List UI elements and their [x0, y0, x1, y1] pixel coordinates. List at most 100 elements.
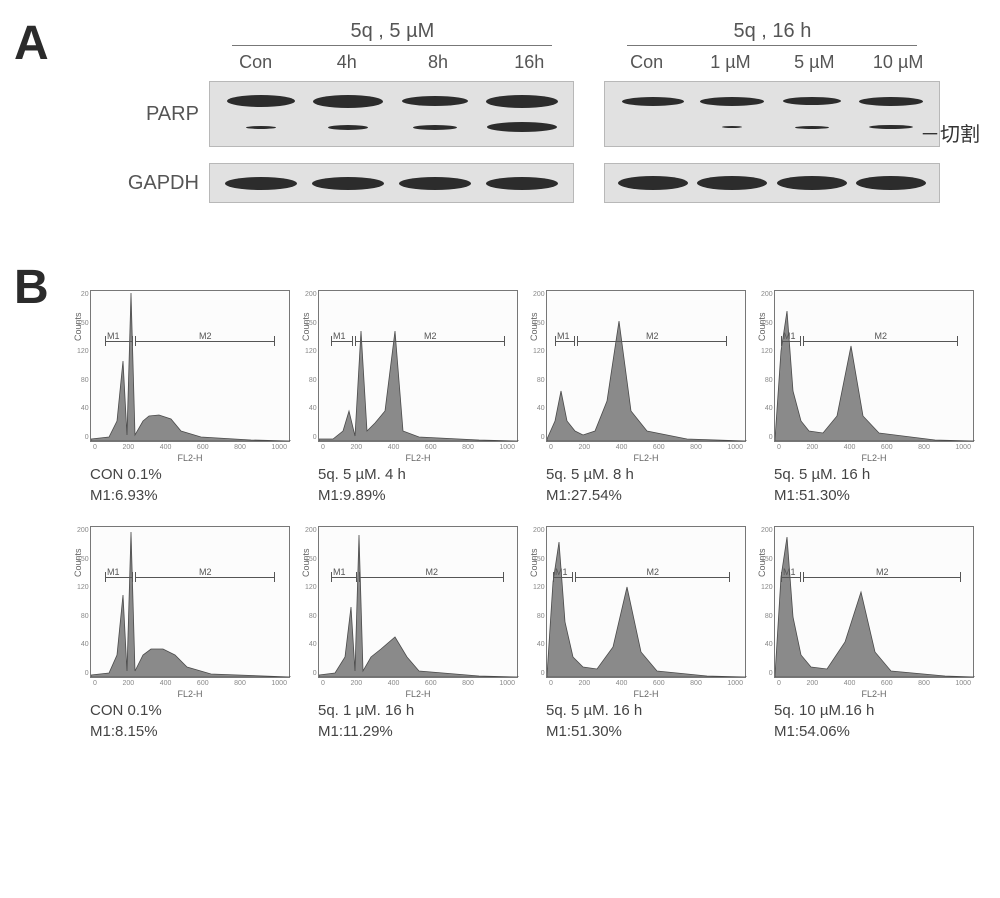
cond-right-1: 1 µM	[689, 52, 773, 73]
panel-b: M1 M2 Counts 2015012080400 0200400600800…	[90, 290, 970, 742]
flow-caption-line2: M1:54.06%	[774, 721, 974, 742]
m1-marker	[105, 577, 133, 578]
flow-caption-line1: 5q. 5 µM. 8 h	[546, 464, 746, 485]
header-right: 5q , 16 h	[733, 20, 811, 42]
cond-left-2: 8h	[392, 52, 483, 73]
panel-a: 5q , 5 µM 5q , 16 h Con 4h 8h 16h Con 1 …	[120, 20, 940, 203]
flow-yticks: 20015012080400	[533, 291, 545, 441]
flow-caption-line2: M1:6.93%	[90, 485, 290, 506]
flow-xticks: 02004006008001000	[91, 680, 289, 687]
flow-cell: M1 M2 Counts 20015012080400 020040060080…	[546, 290, 746, 506]
m1-marker	[781, 577, 801, 578]
flow-caption: 5q. 5 µM. 16 h M1:51.30%	[774, 464, 974, 506]
flow-caption: CON 0.1% M1:6.93%	[90, 464, 290, 506]
flow-caption-line2: M1:8.15%	[90, 721, 290, 742]
flow-row-1: M1 M2 Counts 2015012080400 0200400600800…	[90, 290, 970, 506]
m1-label: M1	[333, 331, 346, 341]
flow-xlabel: FL2-H	[319, 689, 517, 699]
m2-label: M2	[426, 567, 439, 577]
header-right-underline	[627, 45, 917, 46]
parp-full-left	[218, 88, 565, 114]
m1-label: M1	[783, 567, 796, 577]
gapdh-row: GAPDH	[120, 163, 940, 203]
flow-caption-line1: 5q. 5 µM. 4 h	[318, 464, 518, 485]
cond-left-0: Con	[210, 52, 301, 73]
flow-row-2: M1 M2 Counts 20015012080400 020040060080…	[90, 526, 970, 742]
cond-right-3: 10 µM	[856, 52, 940, 73]
flow-caption: CON 0.1% M1:8.15%	[90, 700, 290, 742]
flow-yticks: 20015012080400	[533, 527, 545, 677]
flow-xticks: 02004006008001000	[319, 444, 517, 451]
flow-caption-line2: M1:9.89%	[318, 485, 518, 506]
m2-label: M2	[876, 567, 889, 577]
m1-marker	[553, 577, 573, 578]
m2-marker	[575, 577, 730, 578]
flow-xticks: 02004006008001000	[91, 444, 289, 451]
parp-label: PARP	[120, 103, 209, 126]
flow-cell: M1 M2 Counts 20015012080400 020040060080…	[546, 526, 746, 742]
flow-xticks: 02004006008001000	[319, 680, 517, 687]
flow-yticks: 20015012080400	[77, 527, 89, 677]
m1-marker	[555, 341, 575, 342]
flow-caption-line1: CON 0.1%	[90, 700, 290, 721]
gapdh-label: GAPDH	[120, 172, 209, 195]
panel-a-letter: A	[14, 16, 49, 71]
flow-xlabel: FL2-H	[91, 453, 289, 463]
flow-caption: 5q. 10 µM.16 h M1:54.06%	[774, 700, 974, 742]
gapdh-right-lanes	[613, 170, 931, 196]
cond-left-3: 16h	[484, 52, 575, 73]
flow-plot: M1 M2 Counts 20015012080400 020040060080…	[318, 526, 518, 678]
flow-plot: M1 M2 Counts 20015012080400 020040060080…	[546, 290, 746, 442]
m1-marker	[105, 341, 133, 342]
flow-caption-line1: 5q. 10 µM.16 h	[774, 700, 974, 721]
cond-left-1: 4h	[301, 52, 392, 73]
flow-plot: M1 M2 Counts 2015012080400 0200400600800…	[90, 290, 290, 442]
flow-yticks: 20015012080400	[761, 291, 773, 441]
flow-caption-line1: CON 0.1%	[90, 464, 290, 485]
parp-cleaved-left	[218, 114, 565, 140]
m2-marker	[359, 577, 504, 578]
m2-label: M2	[199, 331, 212, 341]
flow-yticks: 20015012080400	[305, 527, 317, 677]
flow-xticks: 02004006008001000	[775, 680, 973, 687]
flow-xlabel: FL2-H	[775, 689, 973, 699]
flow-yticks: 20015012080400	[761, 527, 773, 677]
m1-label: M1	[557, 331, 570, 341]
cleavage-annotation: －切割	[920, 118, 980, 147]
flow-cell: M1 M2 Counts 20015012080400 020040060080…	[318, 526, 518, 742]
m1-label: M1	[107, 567, 120, 577]
flow-xlabel: FL2-H	[547, 453, 745, 463]
flow-xlabel: FL2-H	[775, 453, 973, 463]
flow-xlabel: FL2-H	[91, 689, 289, 699]
flow-caption-line2: M1:11.29%	[318, 721, 518, 742]
m2-label: M2	[199, 567, 212, 577]
flow-xlabel: FL2-H	[319, 453, 517, 463]
header-left-underline	[232, 45, 552, 46]
m1-label: M1	[783, 331, 796, 341]
flow-yticks: 2015012080400	[77, 291, 89, 441]
m1-marker	[331, 341, 353, 342]
flow-cell: M1 M2 Counts 20015012080400 020040060080…	[774, 526, 974, 742]
m2-label: M2	[875, 331, 888, 341]
cond-right-2: 5 µM	[772, 52, 856, 73]
flow-caption-line1: 5q. 5 µM. 16 h	[546, 700, 746, 721]
flow-yticks: 20015012080400	[305, 291, 317, 441]
panel-a-conditions: Con 4h 8h 16h Con 1 µM 5 µM 10 µM	[120, 52, 940, 73]
m1-label: M1	[555, 567, 568, 577]
flow-cell: M1 M2 Counts 20015012080400 020040060080…	[318, 290, 518, 506]
parp-cleaved-right	[613, 114, 931, 140]
panel-b-letter: B	[14, 260, 49, 315]
m2-marker	[355, 341, 505, 342]
m2-marker	[135, 577, 275, 578]
m2-label: M2	[647, 567, 660, 577]
flow-plot: M1 M2 Counts 20015012080400 020040060080…	[546, 526, 746, 678]
flow-caption-line2: M1:27.54%	[546, 485, 746, 506]
panel-a-headers: 5q , 5 µM 5q , 16 h	[120, 20, 940, 52]
flow-xticks: 02004006008001000	[547, 680, 745, 687]
flow-caption: 5q. 5 µM. 4 h M1:9.89%	[318, 464, 518, 506]
flow-cell: M1 M2 Counts 2015012080400 0200400600800…	[90, 290, 290, 506]
flow-plot: M1 M2 Counts 20015012080400 020040060080…	[90, 526, 290, 678]
flow-caption: 5q. 5 µM. 16 h M1:51.30%	[546, 700, 746, 742]
flow-plot: M1 M2 Counts 20015012080400 020040060080…	[318, 290, 518, 442]
flow-plot: M1 M2 Counts 20015012080400 020040060080…	[774, 526, 974, 678]
